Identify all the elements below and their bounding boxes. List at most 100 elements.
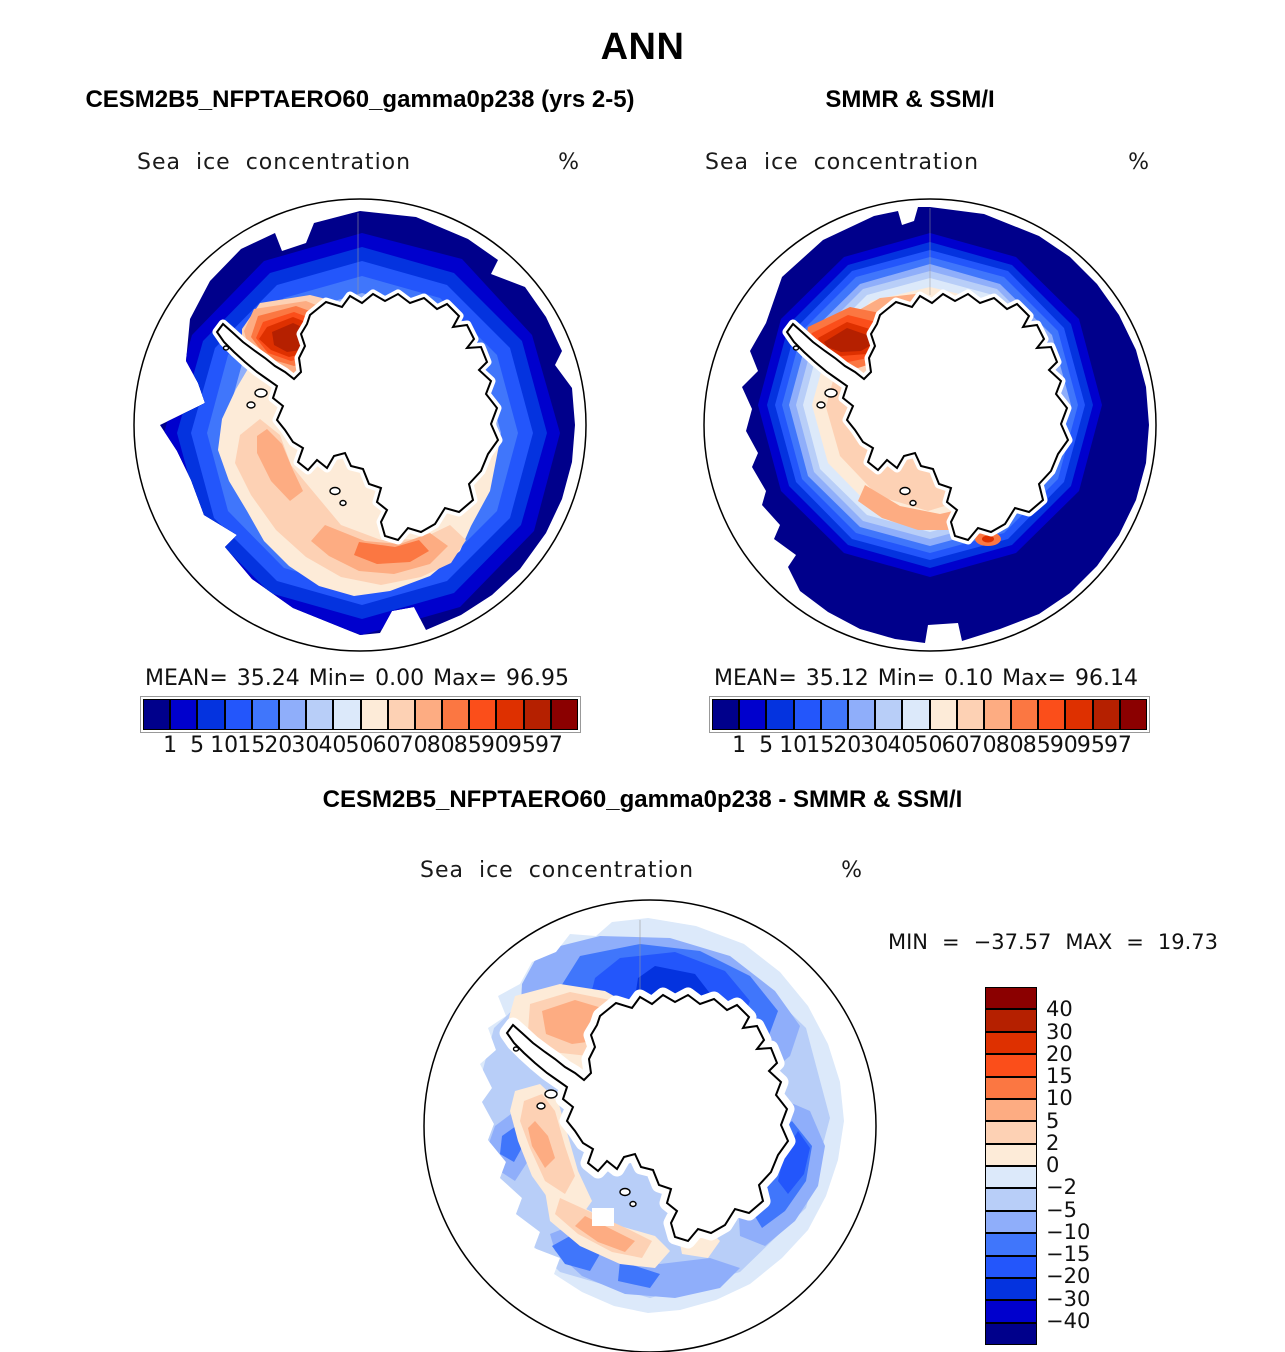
colorbar-cell: [441, 700, 469, 729]
diff-map-field: [480, 918, 844, 1313]
colorbar-tick-label: 30: [860, 733, 889, 758]
colorbar-cell: [413, 700, 442, 729]
equals-sign: =: [942, 930, 960, 954]
obs-map: [703, 198, 1157, 652]
colorbar-cell: [277, 700, 306, 729]
max-label: Max=: [433, 666, 498, 691]
colorbar-tick-label: 97: [534, 733, 563, 758]
colorbar-cell: [986, 1209, 1036, 1233]
colorbar-cell: [792, 700, 820, 729]
mean-value: 35.24: [236, 666, 300, 691]
colorbar-tick-label: 70: [968, 733, 997, 758]
obs-stats-row: MEAN= 35.12 Min= 0.10 Max= 96.14: [714, 666, 1138, 691]
max-label: MAX: [1065, 930, 1113, 954]
contour-band: [528, 1121, 555, 1168]
colorbar-cell: [986, 1232, 1036, 1255]
mean-label: MEAN=: [714, 666, 797, 691]
model-colorbar: [140, 696, 581, 733]
colorbar-tick-label: −30: [1046, 1286, 1091, 1311]
colorbar-tick-label: 85: [1022, 733, 1051, 758]
colorbar-tick-label: 70: [399, 733, 428, 758]
obs-map-field: [742, 207, 1149, 643]
figure-title: ANN: [600, 26, 685, 68]
colorbar-cell: [1037, 700, 1065, 729]
obs-subtitle-row: Sea ice concentration %: [705, 150, 1150, 175]
colorbar-tick-label: 5: [759, 733, 774, 758]
colorbar-tick-label: 85: [453, 733, 482, 758]
colorbar-tick-label: 0: [1046, 1153, 1060, 1177]
colorbar-cell: [986, 988, 1036, 1009]
min-label: MIN: [888, 930, 929, 954]
diff-map: [423, 899, 877, 1352]
colorbar-cell: [522, 700, 550, 729]
colorbar-cell: [196, 700, 224, 729]
max-value: 96.14: [1074, 666, 1138, 691]
max-value: 96.95: [505, 666, 569, 691]
colorbar-tick-label: −40: [1046, 1308, 1091, 1333]
colorbar-cell: [144, 700, 170, 729]
colorbar-cell: [495, 700, 523, 729]
colorbar-cell: [955, 700, 983, 729]
colorbar-tick-label: 80: [995, 733, 1024, 758]
mean-label: MEAN=: [145, 666, 228, 691]
obs-units-label: %: [1128, 150, 1150, 175]
colorbar-tick-label: 97: [1103, 733, 1132, 758]
colorbar-tick-label: −10: [1046, 1219, 1091, 1244]
colorbar-tick-label: 15: [1046, 1064, 1073, 1088]
obs-colorbar-ticks: 1 5 10 15 20 30 40 50 60 70 80 85 90 95 97: [712, 733, 1145, 759]
colorbar-cell: [549, 700, 577, 729]
colorbar-cell: [1118, 700, 1146, 729]
colorbar-cell: [223, 700, 251, 729]
colorbar-tick-label: 95: [507, 733, 536, 758]
colorbar-cell: [982, 700, 1011, 729]
model-map: [133, 198, 587, 652]
colorbar-tick-label: 10: [779, 733, 808, 758]
colorbar-tick-label: 30: [291, 733, 320, 758]
colorbar-tick-label: 60: [941, 733, 970, 758]
colorbar-cell: [765, 700, 793, 729]
colorbar-cell: [359, 700, 387, 729]
colorbar-cell: [986, 1053, 1036, 1076]
colorbar-tick-label: 30: [1046, 1019, 1073, 1044]
colorbar-tick-label: 10: [1046, 1086, 1073, 1111]
min-label: Min=: [877, 666, 936, 691]
colorbar-tick-label: 2: [1046, 1130, 1060, 1155]
colorbar-cell: [468, 700, 496, 729]
colorbar-cell: [901, 700, 929, 729]
contour-band: [257, 429, 303, 501]
contour-band: [824, 328, 873, 352]
min-label: Min=: [308, 666, 367, 691]
model-stats-row: MEAN= 35.24 Min= 0.00 Max= 96.95: [145, 666, 569, 691]
diff-minmax-row: MIN = −37.57 MAX = 19.73: [888, 930, 1218, 954]
colorbar-cell: [986, 1254, 1036, 1277]
diff-colorbar: [985, 987, 1037, 1345]
diff-panel-title: CESM2B5_NFPTAERO60_gamma0p238 - SMMR & S…: [322, 786, 963, 813]
colorbar-tick-label: 60: [372, 733, 401, 758]
min-value: −37.57: [973, 930, 1052, 954]
colorbar-tick-label: 1: [732, 733, 747, 758]
colorbar-tick-label: 20: [833, 733, 862, 758]
colorbar-cell: [819, 700, 847, 729]
colorbar-cell: [738, 700, 766, 729]
model-colorbar-ticks: 1 5 10 15 20 30 40 50 60 70 80 85 90 95 97: [143, 733, 576, 759]
colorbar-tick-label: 10: [210, 733, 239, 758]
colorbar-tick-label: 1: [163, 733, 178, 758]
colorbar-tick-label: 40: [887, 733, 916, 758]
colorbar-tick-label: 90: [1049, 733, 1078, 758]
zero-band-patch: [592, 1208, 614, 1226]
colorbar-cell: [986, 1187, 1036, 1210]
colorbar-tick-label: −2: [1046, 1175, 1077, 1200]
model-panel-title: CESM2B5_NFPTAERO60_gamma0p238 (yrs 2-5): [85, 86, 635, 113]
contour-band: [778, 1131, 810, 1194]
colorbar-tick-label: 50: [345, 733, 374, 758]
min-value: 0.10: [944, 666, 994, 691]
contour-band: [618, 1261, 660, 1288]
model-units-label: %: [558, 150, 580, 175]
colorbar-cell: [713, 700, 739, 729]
colorbar-cell: [928, 700, 956, 729]
colorbar-tick-label: 20: [1046, 1041, 1073, 1066]
colorbar-tick-label: 50: [914, 733, 943, 758]
colorbar-tick-label: −20: [1046, 1264, 1091, 1289]
min-value: 0.00: [375, 666, 425, 691]
